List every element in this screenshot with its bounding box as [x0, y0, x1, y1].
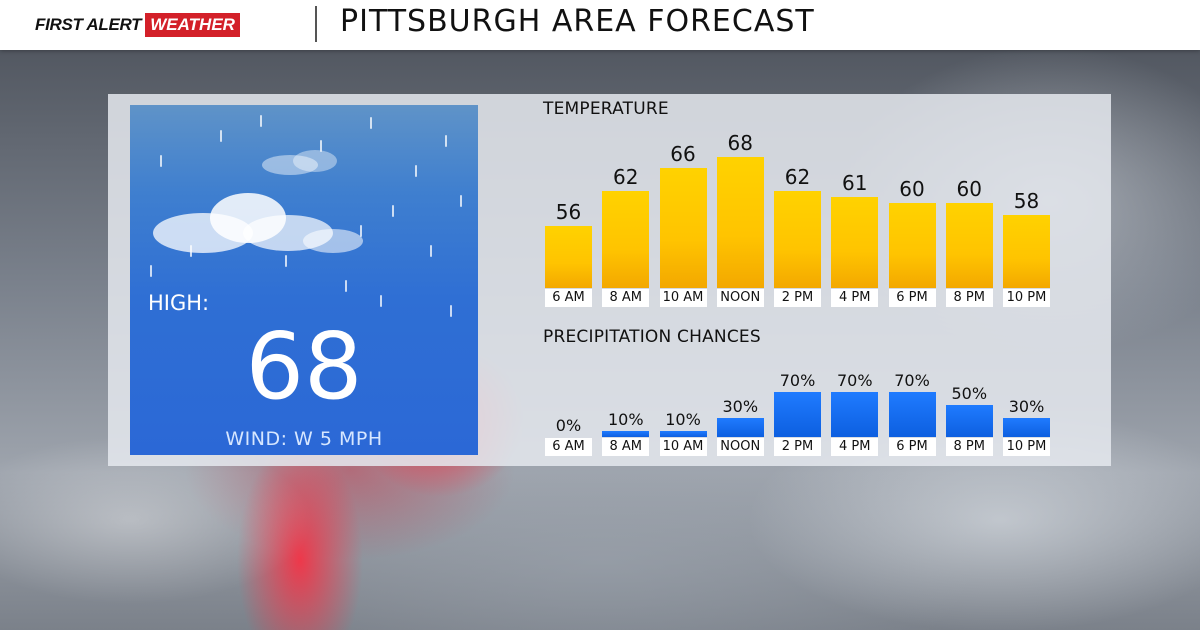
high-temperature-value: 68	[245, 313, 363, 420]
time-tick-label: 2 PM	[774, 438, 821, 456]
brand-first-alert: FIRST ALERT	[35, 15, 142, 34]
precip-bar	[659, 430, 707, 437]
time-tick-label: 6 AM	[545, 289, 592, 307]
raindrop-icon	[150, 265, 152, 277]
temperature-value-label: 61	[842, 171, 868, 196]
raindrop-icon	[285, 255, 287, 267]
time-tick-label: 10 PM	[1003, 289, 1050, 307]
precip-value-label: 10%	[665, 409, 701, 429]
header-bar: FIRST ALERT WEATHER PITTSBURGH AREA FORE…	[0, 0, 1200, 50]
precip-bar	[831, 391, 879, 437]
high-label: HIGH:	[148, 291, 210, 315]
raindrop-icon	[190, 245, 192, 257]
time-tick-label: 8 PM	[945, 289, 993, 307]
temperature-value-label: 56	[555, 200, 582, 225]
time-tick-label: 4 PM	[831, 289, 879, 307]
time-tick-label: 8 AM	[602, 289, 650, 307]
temperature-value-label: 66	[670, 142, 696, 167]
temperature-value-label: 68	[727, 130, 753, 155]
time-tick-label: 8 AM	[602, 438, 650, 456]
time-tick-label: 10 AM	[659, 289, 707, 307]
temperature-bar	[545, 226, 592, 288]
wind-readout: WIND: W 5 MPH	[225, 428, 383, 450]
raindrop-icon	[445, 135, 447, 147]
time-tick-label: 10 PM	[1003, 438, 1050, 456]
precip-chart-title: PRECIPITATION CHANCES	[543, 327, 761, 347]
precip-value-label: 50%	[951, 383, 988, 403]
precip-bar	[945, 404, 993, 437]
raindrop-icon	[320, 140, 322, 152]
raindrop-icon	[430, 245, 432, 257]
time-tick-label: 6 PM	[888, 438, 936, 456]
temperature-value-label: 60	[899, 177, 925, 201]
cloud-icon	[153, 193, 363, 253]
raindrop-icon	[392, 205, 394, 217]
small-cloud-icon	[262, 150, 337, 175]
raindrop-icon	[370, 117, 372, 129]
time-tick-label: 6 AM	[545, 438, 592, 456]
raindrop-icon	[380, 295, 382, 307]
temperature-bar	[1003, 214, 1050, 288]
precip-value-label: 70%	[836, 370, 873, 390]
page-title: PITTSBURGH AREA FORECAST	[340, 4, 815, 39]
time-tick-label: 4 PM	[831, 438, 879, 456]
precip-value-label: 30%	[1008, 396, 1045, 416]
time-tick-label: 6 PM	[888, 289, 936, 307]
high-temp-card	[130, 105, 478, 455]
raindrop-icon	[260, 115, 262, 127]
raindrop-icon	[220, 130, 222, 142]
temperature-value-label: 60	[956, 177, 982, 201]
temperature-bar	[659, 168, 707, 288]
raindrop-icon	[160, 155, 162, 167]
precip-value-label: 30%	[722, 396, 759, 416]
temperature-bar	[945, 203, 993, 288]
temperature-bar	[888, 203, 936, 288]
precip-bar	[602, 430, 650, 437]
temperature-bar	[831, 197, 879, 288]
precip-bar	[1003, 417, 1050, 437]
precip-value-label: 70%	[894, 370, 930, 390]
temperature-value-label: 62	[784, 165, 811, 190]
first-alert-weather-logo: FIRST ALERT WEATHER	[35, 13, 240, 37]
temperature-bar	[602, 191, 650, 288]
temperature-bar	[716, 156, 764, 288]
temperature-value-label: 62	[613, 165, 639, 190]
temperature-bar	[774, 191, 821, 288]
header-divider	[315, 6, 317, 42]
precip-value-label: 70%	[779, 370, 816, 390]
time-tick-label: NOON	[716, 289, 764, 307]
temperature-chart-title: TEMPERATURE	[543, 99, 669, 119]
raindrop-icon	[450, 305, 452, 317]
brand-weather: WEATHER	[145, 13, 240, 37]
raindrop-icon	[460, 195, 462, 207]
precip-value-label: 0%	[555, 416, 582, 435]
precip-bar	[888, 391, 936, 437]
time-tick-label: 10 AM	[659, 438, 707, 456]
time-tick-label: NOON	[716, 438, 764, 456]
precip-value-label: 10%	[607, 409, 644, 429]
raindrop-icon	[345, 280, 347, 292]
time-tick-label: 8 PM	[945, 438, 993, 456]
time-tick-label: 2 PM	[774, 289, 821, 307]
temperature-value-label: 58	[1013, 188, 1040, 213]
raindrop-icon	[415, 165, 417, 177]
raindrop-icon	[360, 225, 362, 237]
precip-bar	[716, 417, 764, 437]
precip-bar	[774, 391, 821, 437]
